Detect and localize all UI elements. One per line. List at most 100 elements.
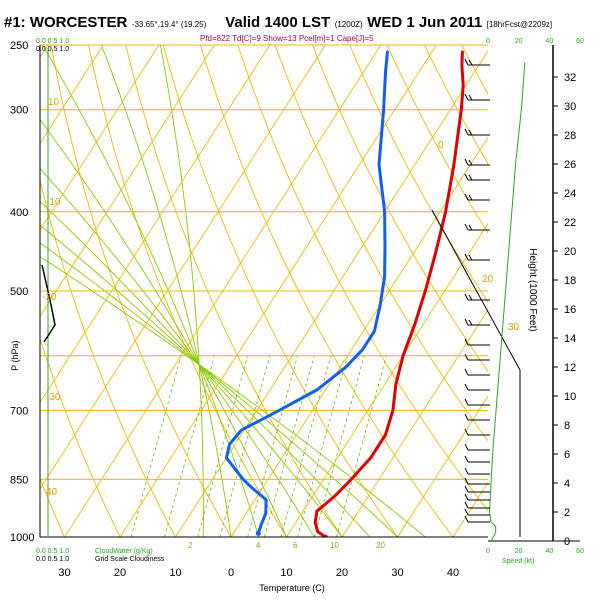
station-coords: -33.65°,19.4° (19.25) [131,20,207,29]
dry-adiabat [125,45,343,537]
mixing-ratio-line [164,355,215,537]
wind-barb-feather [464,501,469,509]
chart-header: #1: WORCESTER -33.65°,19.4° (19.25) Vali… [4,14,596,34]
y-tick-label: 300 [10,105,28,117]
cloud-water-profile [41,264,56,343]
wind-barb-feather [468,194,473,201]
wind-barb-feather [464,398,469,406]
speed-tick-top: 40 [545,38,553,45]
wind-barb-feather [464,428,469,436]
height-tick-label: 28 [564,130,576,142]
station-name: #1: WORCESTER [4,14,128,31]
moist-adiabat [40,167,315,537]
grid-cloudiness-label: Grid Scale Cloudiness [95,556,165,563]
speed-tick-bottom: 40 [545,548,553,555]
isotherm-label: 10 [48,97,60,108]
sounding-series [224,50,465,537]
dry-adiabat [499,45,600,537]
wind-barb-feather [464,455,469,463]
wind-barb-feather [464,253,469,261]
mixing-ratio-label: 2 [188,541,193,550]
moist-adiabats [40,45,426,537]
dry-adiabat [40,337,121,537]
y-tick-label: 400 [10,207,28,219]
height-tick-label: 30 [564,101,576,113]
wind-barb-feather [464,158,469,166]
wind-barb-feather [464,318,469,326]
wind-barb-feather [468,319,473,326]
isotherm-line [397,395,488,537]
cloud-scale-top: 0.0 0.5 1.0 [36,38,69,45]
height-tick-label: 26 [564,159,576,171]
mixing-ratio-line [297,355,348,537]
wind-barb-feather [468,129,473,136]
isotherm-line [509,45,600,537]
height-tick-label: 6 [564,449,570,461]
axes [39,45,521,538]
dry-adiabat [574,45,600,537]
x-tick-label: 10 [169,567,181,579]
x-tick-label: 40 [447,567,459,579]
y-tick-label: 1000 [10,532,34,544]
y-tick-label: 250 [10,40,28,52]
dry-adiabat [312,45,488,373]
speed-tick-top: 20 [515,38,523,45]
wind-barb-feather [464,293,469,301]
speed-tick-bottom: 20 [515,548,523,555]
x-tick-label: 30 [391,567,403,579]
isotherm-label: -30 [46,392,61,403]
x-tick-label: 20 [114,567,126,579]
x-tick-label: 0 [228,567,234,579]
mixing-ratio-lines [130,355,387,537]
height-tick-label: 8 [564,420,570,432]
height-axis-title: Height (1000 Feet) [527,248,538,331]
height-tick-label: 20 [564,246,576,258]
height-tick-label: 0 [564,536,570,548]
wind-barb-feather [464,515,469,523]
height-tick-label: 18 [564,275,576,287]
height-tick-label: 22 [564,217,576,229]
y-tick-label: 850 [10,474,28,486]
height-tick-label: 14 [564,333,576,345]
speed-tick-bottom: 0 [486,548,490,555]
dry-adiabat [88,45,287,537]
wind-barb-feather [464,485,469,493]
y-axis-title: P (hPa) [10,341,20,371]
dry-adiabat [40,178,176,537]
y-tick-label: 700 [10,405,28,417]
x-tick-label: 20 [336,567,348,579]
wind-barb-feather [464,223,469,231]
wind-barb-feather [468,59,473,66]
dry-adiabat [0,45,9,537]
temperature-line-surface-point [322,534,328,537]
wind-barb-feather [464,508,469,516]
temperature-line [313,50,465,537]
dry-adiabat [40,477,65,537]
isotherm-line [40,45,160,231]
moist-adiabat [40,118,287,537]
isotherm-label: -10 [46,197,61,208]
isotherm-line [341,309,488,537]
mixing-ratio-line [130,355,182,537]
speed-axis-title: Speed (kt) [502,558,534,565]
terrain-profile [431,209,521,537]
wind-barb-feather [468,254,473,261]
x-tick-label: 30 [58,567,70,579]
valid-time: Valid 1400 LST [225,14,331,31]
speed-tick-top: 60 [576,38,584,45]
moist-adiabat [40,256,426,537]
mixing-ratio-line [247,355,299,537]
dry-adiabat [537,45,600,537]
dry-adiabat [274,45,488,442]
isotherm-label: 30 [508,322,520,333]
wind-barb-feather [464,353,469,361]
wind-barb-feather [464,338,469,346]
mixing-ratio-line [336,355,387,537]
wind-barb-feather [464,493,469,501]
mixing-ratio-label: 4 [256,541,261,550]
isotherm-label: -20 [42,292,57,303]
stability-indices: Pfd=822 Td[C]=9 Show=13 Pcel[m]=1 Cape[J… [200,34,374,43]
moist-adiabat [42,45,260,537]
